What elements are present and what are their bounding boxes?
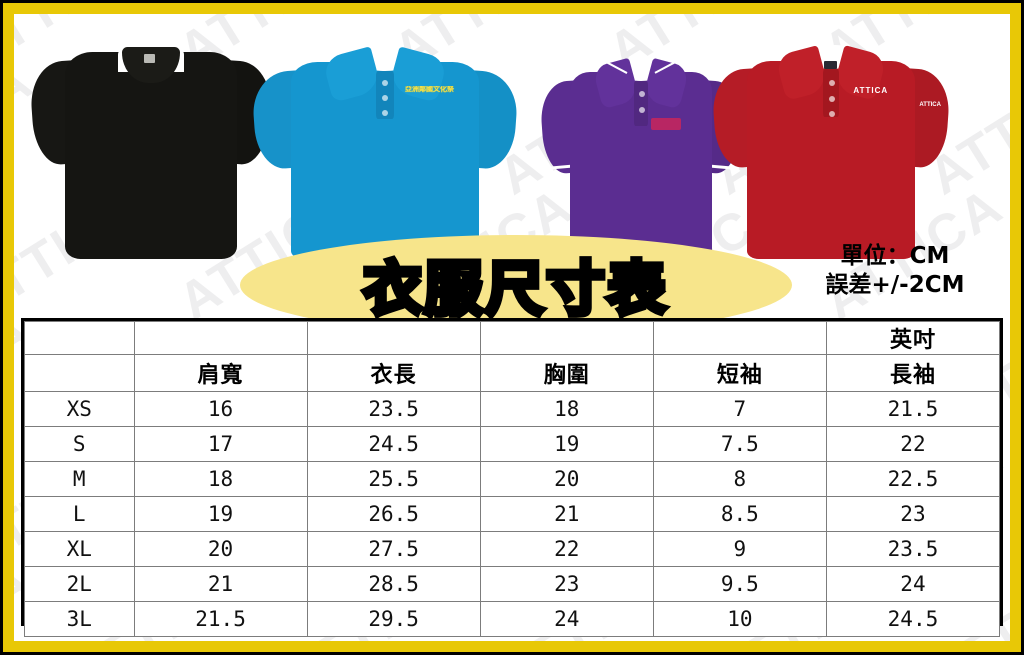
table-row: 2L 21 28.5 23 9.5 24	[24, 566, 1001, 602]
table-row: S 17 24.5 19 7.5 22	[24, 426, 1001, 462]
page-title: 衣服尺寸表	[360, 252, 669, 326]
size-table-container: 英吋 肩寬 衣長 胸圍 短袖 長袖 XS 16 23.5 18 7 21.5 S 17 24.5 19 7.5 2…	[21, 318, 1003, 637]
shirt-photo-strip: 亞洲鄰國文化祭	[14, 14, 1010, 259]
table-cell-size: L	[24, 496, 135, 532]
table-cell-chest: 22	[479, 531, 654, 567]
table-cell-long_sleeve: 22.5	[825, 461, 1001, 497]
table-cell-long_sleeve: 22	[825, 426, 1001, 462]
table-cell-long_sleeve: 24.5	[825, 601, 1001, 637]
table-cell-length: 23.5	[306, 391, 481, 427]
shirt-button	[828, 95, 835, 102]
table-cell-long_sleeve: 21.5	[825, 391, 1001, 427]
table-cell-short_sleeve: 7	[652, 391, 827, 427]
table-row: XS 16 23.5 18 7 21.5	[24, 391, 1001, 427]
shirt-button	[828, 80, 835, 87]
table-blank-cell	[479, 321, 654, 355]
table-unit-label: 英吋	[825, 321, 1001, 355]
shirt-image-red-polo: ATTICA ATTICA	[710, 41, 952, 259]
table-header-short_sleeve: 短袖	[652, 354, 827, 392]
shirt-button	[382, 109, 389, 116]
chest-embroidery-logo: 亞洲鄰國文化祭	[405, 86, 455, 94]
table-cell-shoulder: 18	[133, 461, 308, 497]
shirt-button	[639, 107, 646, 114]
poster-canvas: ATTICAATTICAATTICAATTICAATTICAATTICAATTI…	[14, 14, 1010, 641]
shirt-button	[382, 79, 389, 86]
chest-embroidery-logo	[650, 117, 681, 130]
table-row: 3L 21.5 29.5 24 10 24.5	[24, 601, 1001, 637]
table-header-length: 衣長	[306, 354, 481, 392]
table-header-row: 肩寬 衣長 胸圍 短袖 長袖	[24, 354, 1001, 392]
table-cell-size: XS	[24, 391, 135, 427]
table-cell-size: M	[24, 461, 135, 497]
table-cell-chest: 21	[479, 496, 654, 532]
table-header-unit-row: 英吋	[24, 321, 1001, 355]
table-header-shoulder: 肩寬	[133, 354, 308, 392]
table-header-chest: 胸圍	[479, 354, 654, 392]
shirt-tag	[823, 60, 837, 69]
table-cell-shoulder: 17	[133, 426, 308, 462]
table-cell-chest: 20	[479, 461, 654, 497]
table-cell-short_sleeve: 9.5	[652, 566, 827, 602]
shirt-body	[65, 51, 237, 259]
table-cell-short_sleeve: 8.5	[652, 496, 827, 532]
table-header-size	[24, 354, 135, 392]
table-row: XL 20 27.5 22 9 23.5	[24, 531, 1001, 567]
button-placket	[822, 69, 840, 118]
chest-embroidery-logo: ATTICA	[853, 85, 889, 95]
shirt-image-blue-polo: 亞洲鄰國文化祭	[250, 43, 520, 259]
shirt-button	[639, 90, 646, 97]
button-placket	[634, 80, 648, 126]
table-cell-size: XL	[24, 531, 135, 567]
table-cell-shoulder: 16	[133, 391, 308, 427]
table-blank-cell	[133, 321, 308, 355]
table-cell-shoulder: 21	[133, 566, 308, 602]
table-cell-short_sleeve: 8	[652, 461, 827, 497]
table-cell-length: 24.5	[306, 426, 481, 462]
table-cell-short_sleeve: 7.5	[652, 426, 827, 462]
unit-note-line-1: 單位：CM	[840, 243, 950, 269]
table-row: L 19 26.5 21 8.5 23	[24, 496, 1001, 532]
table-cell-long_sleeve: 23.5	[825, 531, 1001, 567]
shirt-button	[382, 94, 389, 101]
table-cell-size: 2L	[24, 566, 135, 602]
table-cell-long_sleeve: 24	[825, 566, 1001, 602]
table-cell-size: S	[24, 426, 135, 462]
unit-note-line-2: 誤差+/-2CM	[825, 272, 965, 299]
table-cell-chest: 23	[479, 566, 654, 602]
table-cell-chest: 19	[479, 426, 654, 462]
table-blank-cell	[306, 321, 481, 355]
shirt-button	[828, 110, 835, 117]
unit-note: 單位：CM 誤差+/-2CM	[790, 242, 1000, 301]
table-cell-length: 28.5	[306, 566, 481, 602]
table-cell-shoulder: 21.5	[133, 601, 308, 637]
shirt-tag	[143, 53, 155, 63]
table-cell-size: 3L	[24, 601, 135, 637]
table-blank-cell	[24, 321, 135, 355]
sleeve-logo: ATTICA	[919, 102, 941, 109]
table-cell-short_sleeve: 10	[652, 601, 827, 637]
table-header-long_sleeve: 長袖	[825, 354, 1001, 392]
table-cell-short_sleeve: 9	[652, 531, 827, 567]
table-cell-shoulder: 19	[133, 496, 308, 532]
table-cell-long_sleeve: 23	[825, 496, 1001, 532]
table-cell-length: 29.5	[306, 601, 481, 637]
table-cell-length: 27.5	[306, 531, 481, 567]
table-cell-length: 26.5	[306, 496, 481, 532]
shirt-image-purple-polo	[538, 54, 744, 259]
size-table: 英吋 肩寬 衣長 胸圍 短袖 長袖 XS 16 23.5 18 7 21.5 S 17 24.5 19 7.5 2…	[24, 321, 1001, 637]
table-cell-chest: 18	[479, 391, 654, 427]
table-cell-length: 25.5	[306, 461, 481, 497]
table-row: M 18 25.5 20 8 22.5	[24, 461, 1001, 497]
shirt-image-black-tee	[28, 31, 274, 259]
table-cell-chest: 24	[479, 601, 654, 637]
table-cell-shoulder: 20	[133, 531, 308, 567]
table-blank-cell	[652, 321, 827, 355]
